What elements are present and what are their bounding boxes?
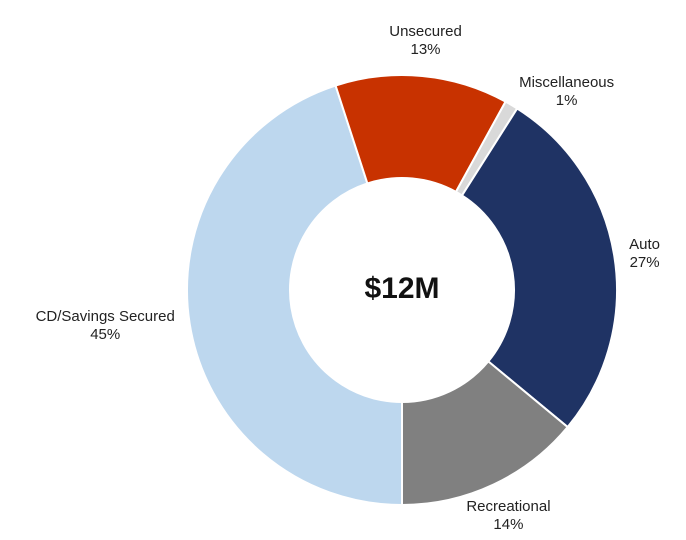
slice-label: Unsecured [389, 23, 462, 40]
center-label: $12M [364, 272, 439, 305]
slice-label: CD/Savings Secured [36, 308, 175, 325]
slice-label: Auto [629, 236, 660, 253]
slice [186, 84, 403, 507]
slice-value-label: 45% [90, 326, 120, 343]
slice-value-label: 27% [630, 254, 660, 271]
slice [401, 359, 570, 507]
slice-value-label: 1% [556, 92, 578, 109]
slice-value-label: 13% [411, 41, 441, 58]
slice-label: Miscellaneous [519, 74, 614, 91]
slice-label: Recreational [466, 498, 550, 515]
slice-value-label: 14% [493, 516, 523, 533]
slice [460, 107, 618, 429]
